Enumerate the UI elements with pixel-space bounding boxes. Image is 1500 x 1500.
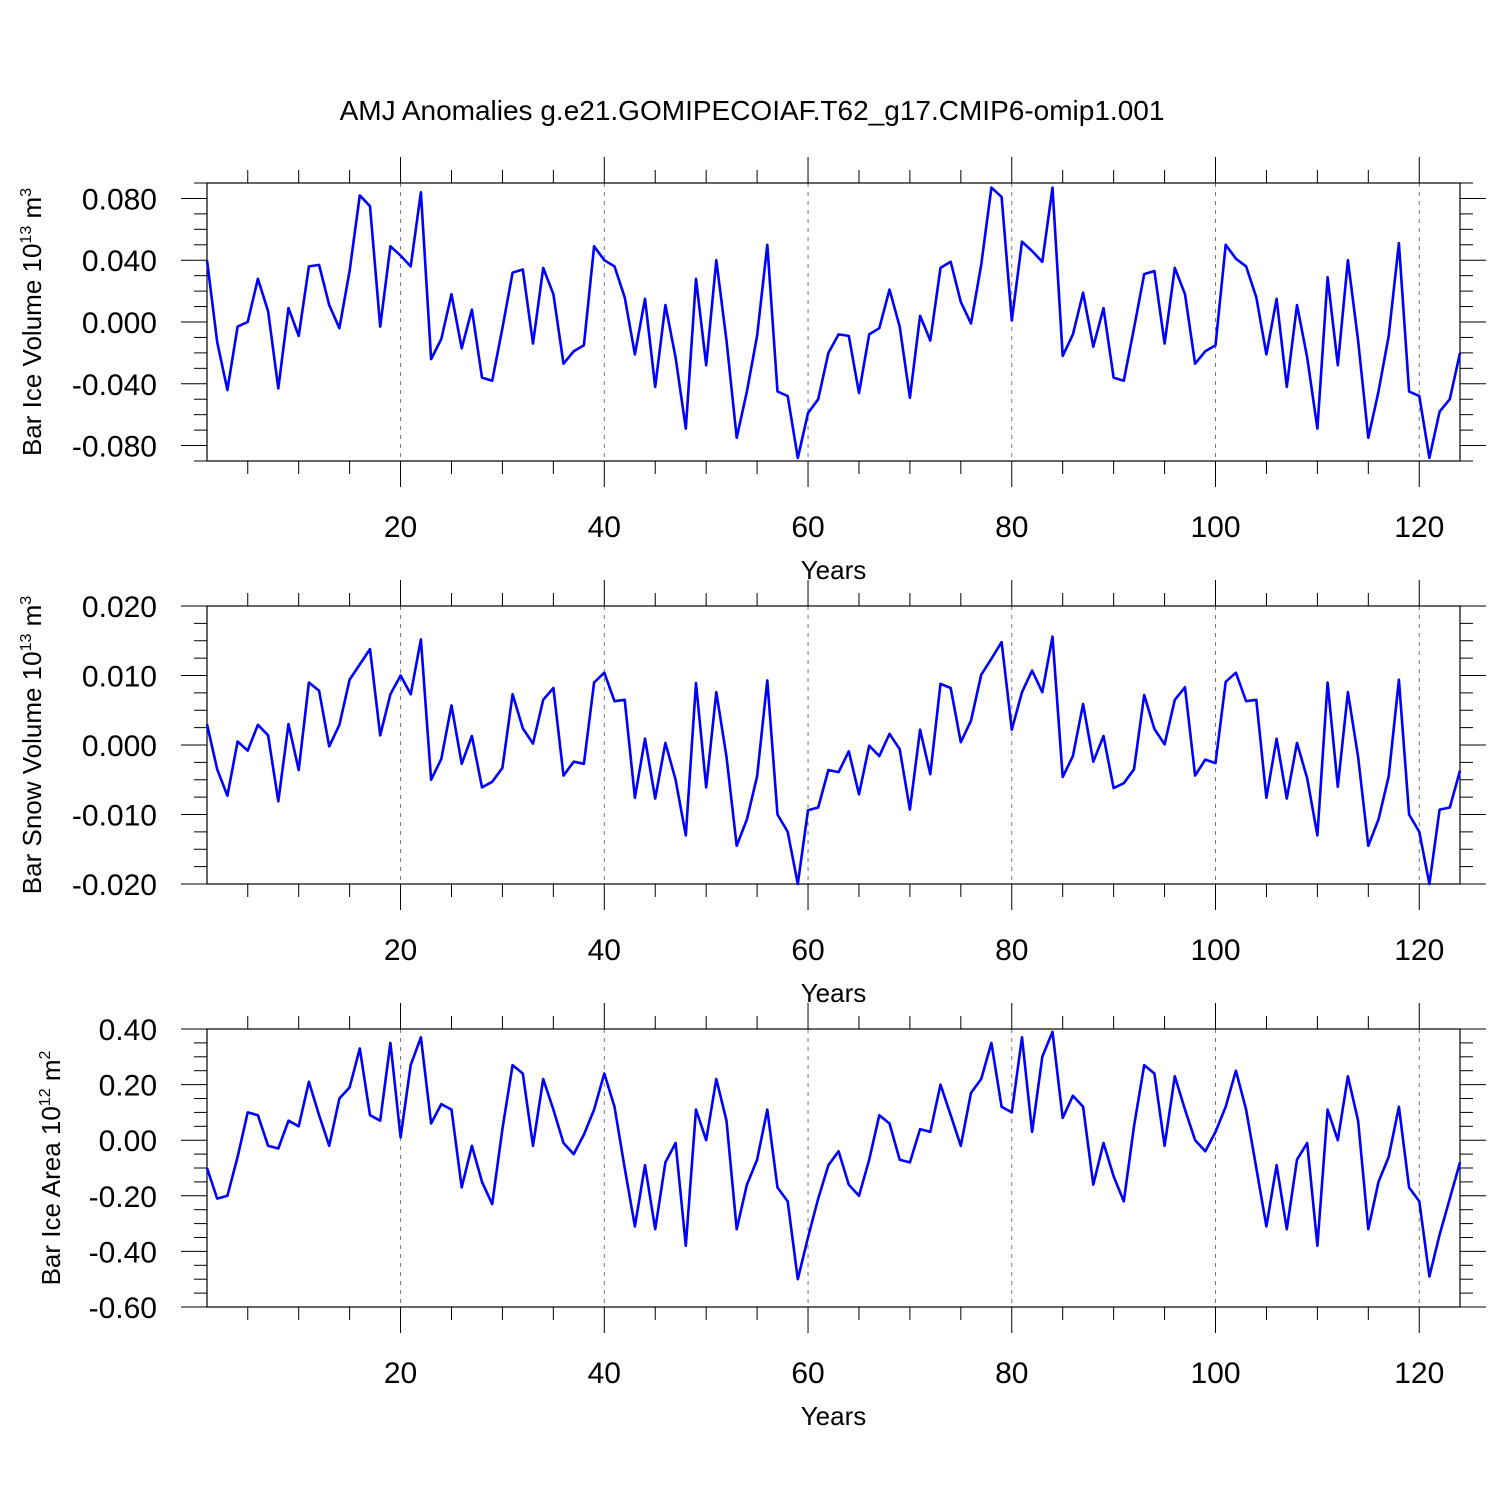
snow-volume-x-axis-title: Years bbox=[801, 978, 867, 1008]
ice-volume-series-line bbox=[205, 186, 1462, 460]
ice-area-y-tick-label: -0.20 bbox=[89, 1181, 157, 1214]
panel-ice-area: 20 40 60 80 100 120 -0.60 -0.40 -0.20 0.00 0.20 0.4… bbox=[36, 1003, 1486, 1431]
snow-volume-y-tick-label: -0.020 bbox=[72, 869, 157, 902]
ice-area-y-axis-title: Bar Ice Area 1012 m2 bbox=[36, 1050, 66, 1285]
ice-area-x-tick-label: 20 bbox=[384, 1357, 417, 1390]
snow-volume-x-tick-label: 40 bbox=[588, 934, 621, 967]
ice-volume-x-tick-label: 100 bbox=[1190, 511, 1240, 544]
ice-area-x-tick-label: 40 bbox=[588, 1357, 621, 1390]
ice-area-series-line bbox=[205, 1030, 1462, 1281]
ice-volume-x-tick-label: 80 bbox=[995, 511, 1028, 544]
snow-volume-x-tick-label: 20 bbox=[384, 934, 417, 967]
ice-volume-y-tick-label: -0.040 bbox=[72, 369, 157, 402]
ice-area-x-tick-label: 80 bbox=[995, 1357, 1028, 1390]
ice-volume-x-axis-title: Years bbox=[801, 555, 867, 585]
panel-ice-volume: 20 40 60 80 100 120 -0.080 -0.040 0.000 0.040 0.08… bbox=[17, 157, 1486, 585]
snow-volume-x-tick-label: 100 bbox=[1190, 934, 1240, 967]
ice-volume-y-tick-label: 0.040 bbox=[82, 245, 157, 278]
ice-volume-y-axis-title: Bar Ice Volume 1013 m3 bbox=[17, 188, 47, 456]
snow-volume-series-line bbox=[205, 635, 1462, 886]
panel-snow-volume: 20 40 60 80 100 120 -0.020 -0.010 0.000 0.010 0.02… bbox=[17, 580, 1486, 1008]
snow-volume-y-axis-title: Bar Snow Volume 1013 m3 bbox=[17, 596, 47, 895]
ice-volume-y-tick-label: 0.000 bbox=[82, 307, 157, 340]
snow-volume-x-tick-label: 80 bbox=[995, 934, 1028, 967]
ice-area-x-tick-label: 60 bbox=[791, 1357, 824, 1390]
ice-volume-x-tick-label: 40 bbox=[588, 511, 621, 544]
ice-area-y-tick-label: 0.20 bbox=[99, 1070, 157, 1103]
snow-volume-y-tick-label: 0.020 bbox=[82, 591, 157, 624]
snow-volume-x-tick-label: 120 bbox=[1394, 934, 1444, 967]
ice-area-y-tick-label: 0.00 bbox=[99, 1125, 157, 1158]
ice-area-x-tick-label: 100 bbox=[1190, 1357, 1240, 1390]
ice-area-x-tick-label: 120 bbox=[1394, 1357, 1444, 1390]
ice-volume-x-tick-label: 120 bbox=[1394, 511, 1444, 544]
ice-area-y-tick-label: 0.40 bbox=[99, 1014, 157, 1047]
snow-volume-y-tick-label: 0.000 bbox=[82, 730, 157, 763]
ice-volume-x-tick-label: 20 bbox=[384, 511, 417, 544]
figure-title: AMJ Anomalies g.e21.GOMIPECOIAF.T62_g17.… bbox=[340, 95, 1165, 126]
ice-area-plot-frame bbox=[206, 1028, 1461, 1308]
ice-volume-y-tick-label: 0.080 bbox=[82, 183, 157, 216]
snow-volume-plot-frame bbox=[206, 605, 1461, 885]
ice-area-y-tick-label: -0.40 bbox=[89, 1236, 157, 1269]
snow-volume-x-tick-label: 60 bbox=[791, 934, 824, 967]
snow-volume-y-tick-label: -0.010 bbox=[72, 800, 157, 833]
ice-volume-y-tick-label: -0.080 bbox=[72, 431, 157, 464]
snow-volume-y-tick-label: 0.010 bbox=[82, 661, 157, 694]
ice-volume-x-tick-label: 60 bbox=[791, 511, 824, 544]
ice-area-x-axis-title: Years bbox=[801, 1401, 867, 1431]
ice-area-y-tick-label: -0.60 bbox=[89, 1292, 157, 1325]
